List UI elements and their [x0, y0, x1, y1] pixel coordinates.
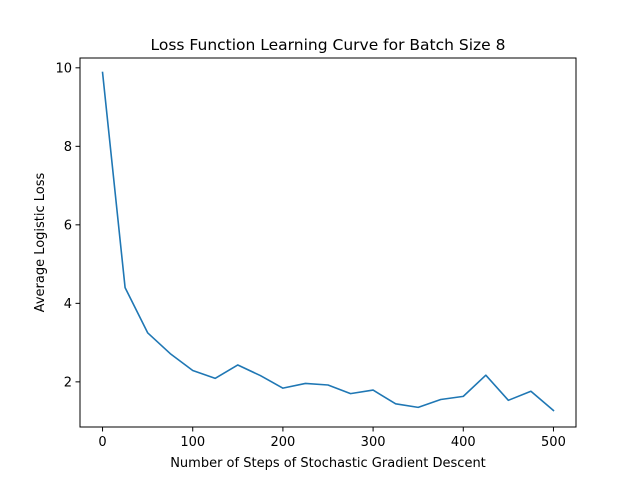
x-tick-label: 200: [270, 435, 295, 450]
y-tick-label: 10: [55, 61, 72, 76]
x-tick-label: 100: [180, 435, 205, 450]
y-tick-label: 8: [64, 140, 72, 155]
x-tick-label: 400: [451, 435, 476, 450]
y-tick-label: 4: [64, 297, 72, 312]
plot-area: [80, 58, 576, 427]
x-tick-label: 300: [361, 435, 386, 450]
series-line: [101, 71, 555, 412]
x-axis-label: Number of Steps of Stochastic Gradient D…: [170, 456, 486, 471]
y-axis-ticks: 2 4 6 8 10: [55, 61, 80, 390]
y-axis-label: Average Logistic Loss: [33, 172, 48, 312]
plot-frame: [79, 57, 577, 428]
x-tick-label: 0: [98, 435, 106, 450]
y-tick-label: 2: [64, 375, 72, 390]
series-layer: [101, 71, 555, 412]
x-axis-ticks: 0 100 200 300 400 500: [98, 427, 566, 450]
chart-title: Loss Function Learning Curve for Batch S…: [151, 36, 506, 54]
y-tick-label: 6: [64, 218, 72, 233]
x-tick-label: 500: [541, 435, 566, 450]
